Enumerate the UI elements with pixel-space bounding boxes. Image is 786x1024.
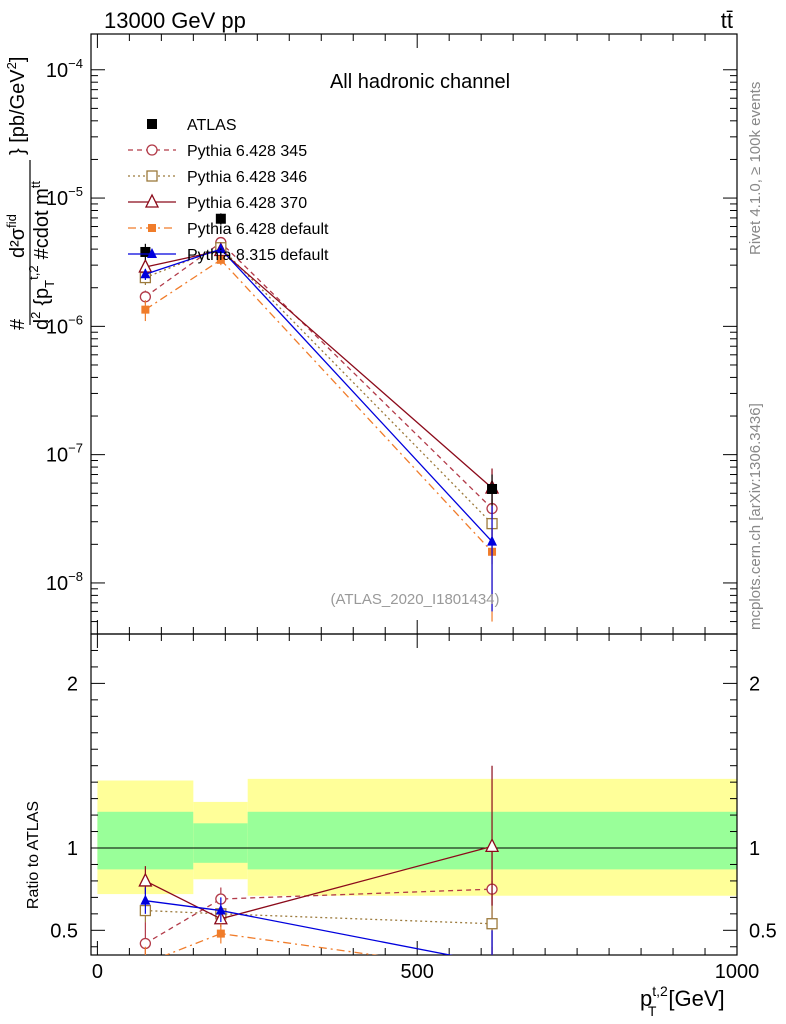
ratio-plot-frame: [90, 633, 738, 956]
series-pythia-8-315-default: [140, 243, 498, 612]
legend-label: Pythia 6.428 346: [187, 169, 307, 186]
y-tick-label: 10−4: [46, 56, 83, 82]
legend-label: ATLAS: [187, 117, 237, 134]
legend-label: Pythia 8.315 default: [187, 247, 329, 264]
ratio-y-tick-label: 0.5: [50, 920, 78, 942]
ratio-point: [486, 918, 498, 930]
y-label-numerator: d²σfid: [4, 214, 29, 258]
legend-item-pythia-6-428-370: Pythia 6.428 370: [128, 193, 307, 212]
ratio-point: [484, 837, 500, 853]
ratio-line: [145, 909, 493, 925]
series-pythia-6-428-370: [138, 242, 500, 514]
chart-title: All hadronic channel: [330, 71, 510, 93]
legend-item-atlas: ATLAS: [147, 117, 237, 134]
ratio-point: [216, 929, 225, 938]
y-label-units: } [pb/GeV2]: [4, 57, 29, 155]
ratio-y-axis-label: Ratio to ATLAS: [25, 801, 42, 909]
data-point: [215, 213, 226, 224]
y-tick-label: 10−8: [46, 569, 83, 595]
data-point: [141, 305, 150, 314]
x-tick-label: 500: [401, 961, 434, 983]
ratio-point: [138, 872, 153, 887]
data-point: [487, 535, 498, 546]
source-label: mcplots.cern.ch [arXiv:1306.3436]: [747, 403, 764, 630]
data-point: [140, 268, 151, 279]
series-line: [144, 241, 493, 510]
series-line: [145, 258, 493, 553]
rivet-version-label: Rivet 4.1.0, ≥ 100k events: [747, 82, 764, 255]
ratio-point: [215, 904, 226, 915]
legend-marker: [144, 193, 160, 208]
series-line: [145, 249, 493, 489]
ratio-uncertainty-bands: [91, 778, 737, 896]
data-point: [487, 483, 498, 494]
main-series: [138, 213, 500, 622]
x-axis-label: pt,2 T [GeV]: [640, 983, 725, 1019]
series-line: [145, 246, 493, 525]
ratio-series-pythia-8-315-default: [140, 887, 493, 955]
legend-marker: [146, 170, 158, 182]
y-tick-label: 10−7: [46, 441, 83, 467]
ratio-y-tick-label: 1: [67, 838, 78, 860]
series-pythia-6-428-345: [139, 236, 498, 545]
series-pythia-6-428-346: [139, 242, 498, 565]
series-pythia-6-428-default: [141, 254, 497, 622]
ratio-point: [140, 894, 151, 905]
series-atlas: [140, 213, 498, 506]
analysis-tag: (ATLAS_2020_I1801434): [330, 591, 499, 608]
legend-marker: [147, 119, 157, 129]
x-tick-label: 1000: [715, 961, 760, 983]
ratio-y-tick-label-right: 1: [749, 838, 760, 860]
process-label: 13000 GeV pp: [104, 8, 246, 33]
band-inner-1: [193, 823, 248, 863]
legend-item-pythia-6-428-346: Pythia 6.428 346: [128, 169, 307, 186]
band-inner-0: [97, 811, 194, 870]
ratio-line: [145, 888, 493, 945]
legend-marker: [147, 248, 157, 258]
data-point: [215, 243, 226, 254]
ratio-series-pythia-6-428-default: [144, 923, 493, 955]
ratio-y-tick-label: 2: [67, 673, 78, 695]
legend-label: Pythia 6.428 default: [187, 221, 329, 238]
y-tick-label: 10−6: [46, 312, 83, 338]
ratio-y-tick-label-right: 2: [749, 673, 760, 695]
legend-label: Pythia 6.428 370: [187, 195, 307, 212]
x-tick-label: 0: [92, 961, 103, 983]
y-axis-label: # d²σfid d2{pTt,2#cdot mtt } [pb/GeV2]: [4, 57, 57, 330]
plot-frames: [90, 33, 738, 956]
legend-label: Pythia 6.428 345: [187, 143, 307, 160]
y-label-hash: #: [7, 318, 29, 330]
axis-ticks: 10−8 10−7 10−6 10−5 10−4 0 500 1000 0.5 0.5 1 1 2 2: [46, 34, 777, 983]
y-tick-label: 10−5: [46, 184, 83, 210]
y-label-denominator: d2{pTt,2#cdot mtt: [26, 181, 57, 330]
legend-item-pythia-6-428-345: Pythia 6.428 345: [128, 143, 307, 160]
ratio-series: [138, 765, 500, 955]
legend-item-pythia-8-315-default: Pythia 8.315 default: [128, 247, 329, 264]
ratio-y-tick-label-right: 0.5: [749, 920, 777, 942]
series-line: [145, 248, 493, 543]
legend-item-pythia-6-428-default: Pythia 6.428 default: [128, 221, 329, 238]
legend-marker: [148, 224, 156, 232]
legend: ATLAS Pythia 6.428 345 Pythia 6.428 346 Pyt…: [128, 117, 329, 264]
data-point: [140, 246, 151, 257]
legend-marker: [146, 144, 158, 156]
ratio-line: [145, 900, 454, 955]
final-state-label: tt̄: [721, 8, 733, 33]
data-point: [216, 255, 225, 264]
